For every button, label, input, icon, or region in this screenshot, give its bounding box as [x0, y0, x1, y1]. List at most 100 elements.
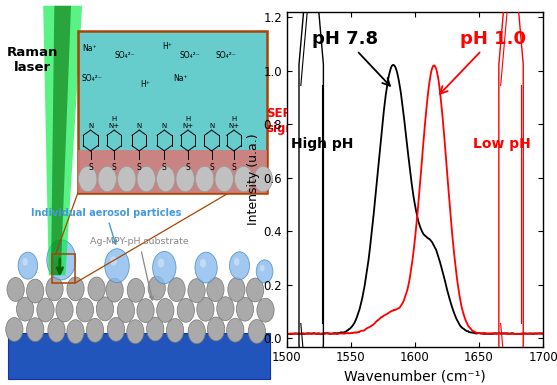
Circle shape	[188, 279, 205, 303]
FancyBboxPatch shape	[78, 31, 267, 192]
Circle shape	[248, 320, 266, 343]
Text: N: N	[209, 122, 214, 129]
Bar	[52, 254, 75, 283]
X-axis label: Wavenumber (cm⁻¹): Wavenumber (cm⁻¹)	[344, 370, 486, 384]
Circle shape	[47, 240, 76, 280]
Text: N: N	[88, 122, 93, 129]
Text: pH 1.0: pH 1.0	[440, 30, 526, 94]
Circle shape	[118, 298, 135, 322]
Circle shape	[37, 298, 54, 322]
Text: Individual aerosol particles: Individual aerosol particles	[31, 208, 181, 244]
Circle shape	[157, 166, 175, 192]
Circle shape	[207, 278, 224, 301]
Text: S: S	[162, 163, 167, 172]
Circle shape	[79, 166, 97, 192]
Text: SO₄²⁻: SO₄²⁻	[115, 51, 136, 60]
Circle shape	[177, 298, 194, 322]
Text: Ag-MPY-pH substrate: Ag-MPY-pH substrate	[90, 238, 189, 300]
Circle shape	[254, 166, 272, 192]
Circle shape	[196, 166, 214, 192]
Text: SO₄²⁻: SO₄²⁻	[215, 51, 236, 60]
Circle shape	[148, 276, 165, 300]
Circle shape	[153, 251, 176, 284]
Circle shape	[257, 298, 274, 322]
Circle shape	[228, 278, 245, 301]
Circle shape	[256, 260, 273, 283]
Circle shape	[86, 318, 104, 342]
Text: H⁺: H⁺	[162, 42, 172, 51]
Text: Raman
laser: Raman laser	[6, 46, 58, 74]
Text: SO₄²⁻: SO₄²⁻	[81, 74, 102, 84]
Text: S: S	[209, 163, 214, 172]
Text: H⁺: H⁺	[140, 80, 150, 89]
Circle shape	[176, 166, 194, 192]
Circle shape	[27, 318, 44, 341]
Circle shape	[46, 277, 63, 301]
Circle shape	[146, 317, 164, 341]
Circle shape	[88, 277, 105, 301]
Text: H
N+: H N+	[228, 116, 240, 129]
Text: N: N	[136, 122, 142, 129]
Polygon shape	[51, 6, 71, 275]
Circle shape	[200, 259, 206, 268]
Circle shape	[195, 252, 217, 283]
Text: S: S	[232, 163, 236, 172]
Text: S: S	[112, 163, 116, 172]
Circle shape	[96, 297, 114, 321]
Circle shape	[106, 278, 123, 302]
Circle shape	[118, 166, 136, 192]
Circle shape	[67, 277, 84, 301]
Circle shape	[7, 278, 25, 301]
Circle shape	[168, 278, 185, 301]
Circle shape	[229, 252, 250, 280]
Bar	[78, 150, 267, 192]
Text: S: S	[137, 163, 141, 172]
Circle shape	[167, 318, 184, 342]
Text: S: S	[88, 163, 93, 172]
Circle shape	[22, 258, 28, 266]
Circle shape	[127, 320, 144, 343]
Circle shape	[217, 297, 234, 321]
Circle shape	[105, 249, 129, 283]
Text: Na⁺: Na⁺	[82, 44, 96, 53]
Circle shape	[188, 320, 206, 344]
Circle shape	[207, 317, 224, 341]
Circle shape	[48, 318, 65, 342]
Circle shape	[127, 278, 144, 302]
Circle shape	[234, 258, 240, 266]
Text: Low pH: Low pH	[473, 137, 530, 151]
Circle shape	[227, 318, 244, 342]
Circle shape	[158, 258, 164, 268]
Circle shape	[157, 298, 174, 322]
Circle shape	[108, 318, 125, 341]
Text: Na⁺: Na⁺	[174, 74, 188, 84]
Circle shape	[110, 256, 117, 266]
Polygon shape	[43, 6, 82, 275]
Text: High pH: High pH	[291, 137, 353, 151]
Circle shape	[247, 278, 264, 302]
Circle shape	[215, 166, 233, 192]
Circle shape	[17, 297, 34, 321]
Circle shape	[18, 252, 38, 279]
Text: S: S	[185, 163, 190, 172]
Circle shape	[6, 318, 23, 341]
Text: N: N	[162, 122, 167, 129]
Bar	[8, 333, 270, 379]
Circle shape	[27, 279, 44, 303]
Circle shape	[236, 297, 253, 321]
Circle shape	[53, 249, 61, 260]
Text: H
N+: H N+	[109, 116, 120, 129]
Circle shape	[56, 298, 73, 322]
Circle shape	[137, 299, 154, 323]
Circle shape	[67, 320, 84, 343]
Text: H
N+: H N+	[183, 116, 193, 129]
Circle shape	[234, 166, 253, 192]
Circle shape	[197, 297, 214, 321]
Circle shape	[76, 298, 94, 322]
Text: SERS
signal: SERS signal	[266, 107, 306, 135]
Y-axis label: Intensity (u.a.): Intensity (u.a.)	[247, 133, 261, 225]
Text: SO₄²⁻: SO₄²⁻	[179, 51, 200, 60]
Circle shape	[137, 166, 155, 192]
Circle shape	[98, 166, 116, 192]
Circle shape	[260, 265, 265, 271]
